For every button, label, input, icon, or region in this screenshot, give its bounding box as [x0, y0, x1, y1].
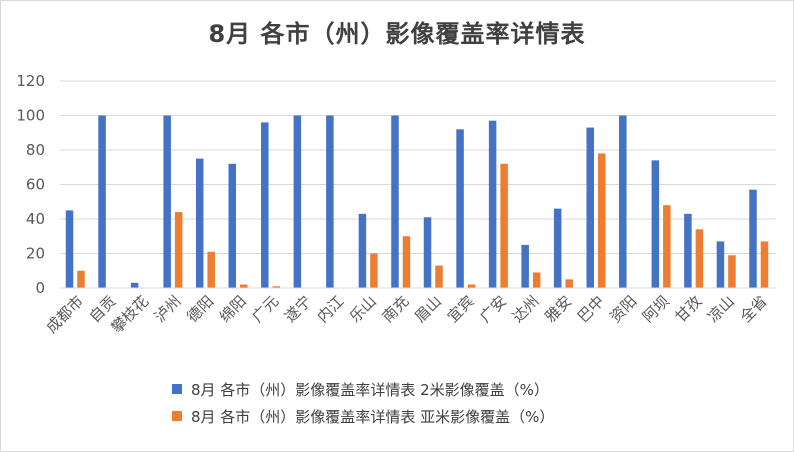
x-tick-label-4: 德阳 — [183, 292, 217, 326]
y-axis-tick-labels: 0 20 40 60 80 100 120 — [16, 72, 45, 297]
bar-s1-11 — [423, 217, 432, 288]
bar-s1-20 — [716, 241, 725, 288]
legend-label-series-2: 8月 各市（州）影像覆盖率详情表 亚米影像覆盖（%） — [191, 407, 555, 426]
legend-label-series-1: 8月 各市（州）影像覆盖率详情表 2米影像覆盖（%） — [191, 380, 549, 399]
x-tick-label-12: 宜宾 — [444, 292, 478, 326]
x-tick-label-7: 遂宁 — [281, 292, 315, 326]
bar-s2-15 — [565, 279, 573, 288]
bar-s1-10 — [391, 115, 399, 288]
y-tick-label-40: 40 — [26, 210, 45, 228]
bar-s1-6 — [261, 122, 269, 289]
bars — [65, 115, 769, 289]
bar-s2-10 — [402, 236, 411, 288]
x-tick-label-14: 达州 — [509, 292, 543, 326]
x-tick-label-5: 绵阳 — [216, 292, 250, 326]
x-tick-label-8: 内江 — [314, 292, 348, 326]
bar-s2-18 — [663, 205, 671, 288]
bar-s1-13 — [488, 120, 497, 288]
bar-s1-14 — [521, 244, 529, 288]
bar-s1-9 — [358, 213, 367, 288]
y-tick-label-80: 80 — [26, 141, 45, 159]
bar-s1-0 — [65, 210, 74, 288]
legend-item-series-2: 8月 各市（州）影像覆盖率详情表 亚米影像覆盖（%） — [172, 404, 554, 428]
bar-s2-13 — [500, 163, 508, 288]
x-tick-label-21: 全省 — [737, 292, 771, 326]
x-tick-label-10: 南充 — [379, 292, 413, 326]
x-tick-label-6: 广元 — [248, 292, 282, 326]
bar-s1-2 — [130, 282, 139, 288]
x-tick-label-11: 眉山 — [411, 292, 445, 326]
y-tick-label-100: 100 — [16, 107, 45, 125]
x-tick-label-0: 成都市 — [43, 292, 88, 337]
bar-s1-4 — [195, 158, 204, 288]
bar-s1-19 — [684, 213, 692, 288]
y-tick-label-120: 120 — [16, 72, 45, 90]
x-tick-label-2: 攀枝花 — [108, 292, 153, 337]
x-tick-label-17: 资阳 — [606, 292, 640, 326]
bar-s1-5 — [228, 163, 236, 288]
x-tick-label-13: 广安 — [476, 292, 510, 326]
bar-s1-1 — [98, 115, 106, 288]
legend-swatch-series-2 — [172, 411, 182, 421]
y-tick-label-60: 60 — [26, 176, 45, 194]
y-tick-label-20: 20 — [26, 245, 45, 263]
bar-s1-18 — [651, 160, 660, 288]
legend-swatch-series-1 — [172, 384, 182, 394]
x-tick-label-16: 巴中 — [574, 292, 608, 326]
bar-s2-3 — [174, 212, 183, 288]
bar-s1-7 — [293, 115, 302, 288]
bar-s2-16 — [598, 153, 606, 288]
x-axis-tick-labels: 成都市自贡攀枝花泸州德阳绵阳广元遂宁内江乐山南充眉山宜宾广安达州雅安巴中资阳阿坝… — [43, 292, 771, 337]
x-tick-label-19: 甘孜 — [672, 292, 706, 326]
bar-s2-14 — [532, 272, 541, 288]
legend-item-series-1: 8月 各市（州）影像覆盖率详情表 2米影像覆盖（%） — [172, 377, 554, 401]
bar-s2-6 — [272, 286, 281, 288]
chart-title: 8月 各市（州）影像覆盖率详情表 — [208, 20, 586, 48]
bar-s2-4 — [207, 251, 215, 288]
bar-s2-11 — [435, 265, 443, 288]
bar-s1-12 — [456, 129, 464, 288]
x-tick-label-3: 泸州 — [151, 292, 185, 326]
x-tick-label-18: 阿坝 — [639, 292, 673, 326]
bar-s2-19 — [695, 229, 704, 288]
bar-s2-12 — [467, 284, 476, 288]
bar-s2-0 — [77, 270, 85, 288]
bar-s2-21 — [760, 241, 769, 288]
bar-s1-15 — [553, 208, 562, 288]
bar-s1-3 — [163, 115, 171, 288]
bar-s1-21 — [749, 189, 757, 288]
bar-s2-9 — [370, 253, 378, 288]
bar-s2-5 — [240, 284, 248, 288]
bar-s1-17 — [619, 115, 627, 288]
bar-s1-16 — [586, 127, 594, 288]
bar-s1-8 — [326, 115, 334, 288]
bar-s2-20 — [728, 255, 736, 288]
x-tick-label-20: 凉山 — [704, 292, 738, 326]
x-tick-label-15: 雅安 — [541, 292, 575, 326]
legend: 8月 各市（州）影像覆盖率详情表 2米影像覆盖（%） 8月 各市（州）影像覆盖率… — [172, 377, 554, 431]
y-tick-label-0: 0 — [35, 279, 45, 297]
x-tick-label-9: 乐山 — [346, 292, 380, 326]
